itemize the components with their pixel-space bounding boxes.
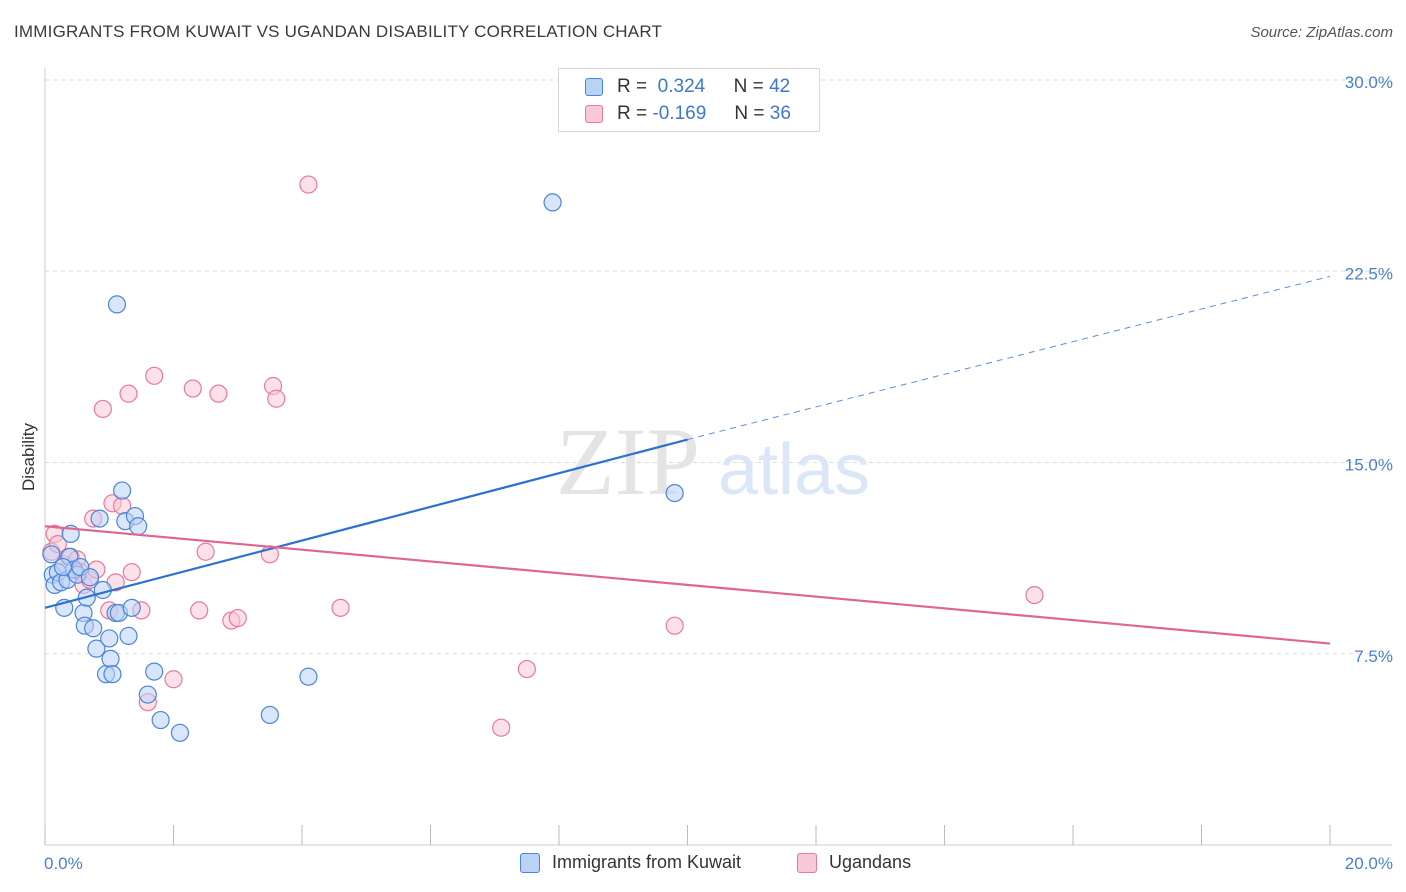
kuwait-point <box>129 517 148 536</box>
legend-row-kuwait: R = 0.324 N = 42 <box>585 75 790 99</box>
kuwait-point <box>84 619 103 638</box>
kuwait-point <box>665 484 684 503</box>
ugandans-point <box>119 384 138 403</box>
legend-n-label: N = <box>733 76 764 97</box>
y-tick-label: 7.5% <box>1354 647 1393 666</box>
kuwait-point <box>119 626 138 646</box>
legend-r-label: R = <box>617 103 648 124</box>
legend-r-value-ugandans: -0.169 <box>652 103 707 124</box>
bottom-legend-label-ugandans: Ugandans <box>829 852 912 872</box>
ugandans-points <box>42 175 1044 737</box>
legend-n-label: N = <box>734 103 765 124</box>
ugandans-point <box>93 399 112 419</box>
kuwait-point <box>80 568 100 587</box>
watermark-atlas: atlas <box>718 430 870 510</box>
y-tick-label: 15.0% <box>1345 456 1393 475</box>
ugandans-point <box>122 563 141 582</box>
ugandans-point <box>299 175 318 194</box>
legend-r-value-kuwait: 0.324 <box>657 76 706 97</box>
kuwait-point <box>122 598 141 617</box>
kuwait-point <box>112 481 132 500</box>
ugandans-point <box>492 718 511 737</box>
kuwait-point <box>93 580 112 600</box>
kuwait-trendline <box>44 438 688 609</box>
ugandans-point <box>517 659 536 679</box>
grid-lines <box>45 79 1392 655</box>
kuwait-points <box>42 193 684 742</box>
ugandans-point <box>145 366 164 385</box>
ugandans-point <box>196 542 215 561</box>
ugandans-point <box>331 598 350 617</box>
x-tick-label: 20.0% <box>1345 854 1393 873</box>
bottom-swatch-ugandans <box>797 852 817 873</box>
legend-swatch-ugandans <box>585 105 603 123</box>
kuwait-point <box>53 557 73 577</box>
ugandans-point <box>164 670 183 689</box>
legend-n-value-kuwait: 42 <box>769 76 791 97</box>
bottom-legend-kuwait: Immigrants from Kuwait <box>520 852 741 873</box>
bottom-swatch-kuwait <box>520 852 540 873</box>
source-label: Source: ZipAtlas.com <box>1250 24 1393 41</box>
kuwait-point <box>42 545 61 564</box>
ugandans-point <box>183 379 202 398</box>
kuwait-point <box>299 667 318 686</box>
kuwait-point <box>145 662 164 681</box>
kuwait-point <box>87 639 106 658</box>
y-tick-label: 30.0% <box>1345 73 1393 92</box>
ugandans-point <box>267 389 286 408</box>
ugandans-point <box>190 601 209 620</box>
tick-labels: 7.5% 15.0% 22.5% 30.0% 0.0% 20.0% <box>44 73 1393 873</box>
kuwait-point <box>138 685 157 704</box>
axes <box>44 68 1392 846</box>
legend-row-ugandans: R = -0.169 N = 36 <box>585 102 791 126</box>
ugandans-point <box>228 608 247 628</box>
kuwait-point <box>103 665 122 684</box>
ugandans-trendline <box>44 525 1331 645</box>
legend-swatch-kuwait <box>585 78 603 96</box>
ugandans-point <box>665 616 684 635</box>
kuwait-point <box>101 649 120 668</box>
kuwait-point <box>543 193 562 212</box>
trendlines <box>44 275 1331 645</box>
x-tick-label: 0.0% <box>44 854 83 873</box>
y-tick-label: 22.5% <box>1345 264 1393 283</box>
ugandans-point <box>1025 585 1044 605</box>
kuwait-point <box>90 509 109 528</box>
kuwait-point <box>170 723 190 742</box>
chart-title: IMMIGRANTS FROM KUWAIT VS UGANDAN DISABI… <box>14 22 663 41</box>
bottom-legend-ugandans: Ugandans <box>797 852 911 873</box>
kuwait-trendline-extension <box>687 275 1331 441</box>
kuwait-point <box>151 710 170 730</box>
bottom-legend-label-kuwait: Immigrants from Kuwait <box>552 852 742 872</box>
legend: R = 0.324 N = 42 R = -0.169 N = 36 <box>558 68 820 132</box>
kuwait-point <box>100 629 119 648</box>
ugandans-point <box>209 384 228 403</box>
legend-r-label: R = <box>617 76 648 97</box>
kuwait-point <box>260 705 279 725</box>
y-axis-label: Disability <box>19 422 38 491</box>
legend-n-value-ugandans: 36 <box>769 103 791 124</box>
kuwait-point <box>107 295 127 314</box>
